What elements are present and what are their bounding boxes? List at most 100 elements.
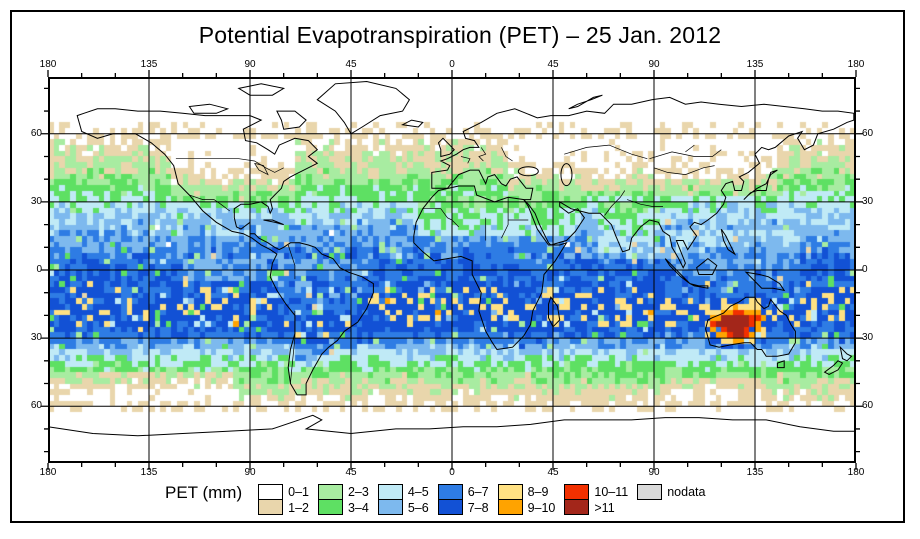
legend-swatch-pair bbox=[317, 484, 343, 515]
legend-range-labels: 10–11 >11 bbox=[594, 484, 628, 516]
legend-range-label: 9–10 bbox=[527, 501, 556, 515]
country-border bbox=[478, 147, 487, 162]
lon-tick-label: 90 bbox=[648, 59, 660, 70]
lon-tick-label: 45 bbox=[345, 59, 357, 70]
legend-group: 10–11 >11 bbox=[564, 484, 628, 516]
coastline bbox=[705, 296, 796, 357]
legend-nodata-label: nodata bbox=[667, 485, 706, 499]
country-border bbox=[290, 310, 296, 384]
legend-title: PET (mm) bbox=[165, 483, 243, 502]
legend-swatch bbox=[437, 484, 463, 500]
country-border bbox=[649, 149, 722, 160]
coastline bbox=[720, 228, 737, 256]
figure-border bbox=[10, 10, 905, 523]
country-border bbox=[460, 156, 471, 164]
legend-range-label: 7–8 bbox=[467, 501, 489, 515]
lon-tick-label: 0 bbox=[449, 467, 455, 478]
legend-swatch bbox=[497, 499, 523, 515]
lat-tick-label: 0 bbox=[862, 264, 868, 275]
coastline bbox=[689, 283, 709, 289]
lon-tick-label: 180 bbox=[847, 59, 865, 70]
lat-tick-label: 60 bbox=[30, 127, 42, 139]
legend-range-label: 10–11 bbox=[594, 485, 629, 499]
legend-swatch bbox=[258, 499, 284, 515]
legend-swatch-pair bbox=[564, 484, 590, 515]
legend-range-label: 0–1 bbox=[288, 485, 309, 499]
coastline bbox=[400, 119, 424, 128]
lon-tick-label: 180 bbox=[39, 467, 57, 478]
legend-range-labels: 4–5 5–6 bbox=[408, 484, 429, 516]
lon-tick-label: 0 bbox=[449, 59, 455, 70]
map-frame bbox=[48, 77, 856, 463]
lon-tick-label: 135 bbox=[140, 467, 158, 478]
axis-ticks bbox=[41, 70, 863, 470]
lon-tick-label: 45 bbox=[547, 467, 559, 478]
legend-swatch-pair bbox=[497, 484, 523, 515]
chart-title: Potential Evapotranspiration (PET) – 25 … bbox=[198, 22, 722, 48]
legend: PET (mm) 0–1 1–2 2–3 3–4 4–5 5–6 6–7 7–8 8–9 9–10… bbox=[165, 484, 714, 516]
lon-tick-label: 180 bbox=[39, 59, 57, 70]
coastline bbox=[823, 360, 844, 375]
lon-tick-label: 90 bbox=[648, 467, 660, 478]
lon-tick-label: 135 bbox=[140, 59, 158, 70]
country-border bbox=[604, 190, 626, 216]
country-border bbox=[175, 158, 284, 173]
legend-group-nodata: nodata bbox=[637, 484, 705, 516]
coastline bbox=[437, 137, 455, 158]
coastline bbox=[743, 169, 778, 200]
lon-tick-label: 90 bbox=[244, 467, 256, 478]
coastline bbox=[696, 257, 718, 275]
legend-swatch bbox=[564, 499, 590, 515]
lat-tick-label: 60 bbox=[862, 127, 874, 139]
legend-range-label: 5–6 bbox=[407, 501, 429, 515]
country-border bbox=[422, 208, 459, 228]
coastline bbox=[413, 185, 568, 351]
lat-tick-label: 30 bbox=[862, 332, 874, 344]
legend-group: 2–3 3–4 bbox=[317, 484, 369, 516]
legend-swatch bbox=[377, 484, 403, 500]
legend-group: 4–5 5–6 bbox=[377, 484, 429, 516]
legend-range-label: 1–2 bbox=[288, 501, 309, 515]
coastline bbox=[839, 345, 853, 362]
lat-tick-label: 30 bbox=[862, 195, 874, 207]
coastline bbox=[431, 96, 855, 269]
coastline bbox=[237, 83, 286, 96]
country-border bbox=[189, 194, 231, 212]
legend-swatch bbox=[317, 484, 343, 500]
legend-range-label: >11 bbox=[594, 501, 615, 515]
lon-tick-label: 45 bbox=[547, 59, 559, 70]
legend-range-labels: 8–9 9–10 bbox=[528, 484, 556, 516]
lon-tick-label: 90 bbox=[244, 59, 256, 70]
coastline bbox=[548, 296, 561, 328]
coastline bbox=[276, 110, 307, 130]
country-border bbox=[653, 165, 715, 175]
legend-range-label: 3–4 bbox=[347, 501, 369, 515]
lat-tick-label: 30 bbox=[30, 195, 42, 207]
legend-range-label: 2–3 bbox=[347, 485, 369, 499]
coastline bbox=[188, 103, 230, 114]
legend-swatch bbox=[564, 484, 590, 500]
coastline bbox=[568, 94, 603, 110]
country-border bbox=[564, 144, 648, 160]
coastline bbox=[76, 108, 374, 396]
lat-tick-label: 60 bbox=[30, 400, 42, 412]
lon-tick-label: 135 bbox=[746, 467, 764, 478]
coastline bbox=[263, 219, 284, 226]
lat-tick-label: 30 bbox=[30, 332, 42, 344]
graticule bbox=[48, 77, 856, 463]
legend-range-labels: 0–1 1–2 bbox=[288, 484, 309, 516]
legend-range-labels: 6–7 7–8 bbox=[468, 484, 489, 516]
lon-tick-label: 135 bbox=[746, 59, 764, 70]
lat-tick-label: 60 bbox=[862, 400, 874, 412]
legend-group: 8–9 9–10 bbox=[497, 484, 556, 516]
legend-swatch-pair bbox=[377, 484, 403, 515]
country-border bbox=[287, 244, 296, 280]
country-border bbox=[501, 197, 509, 239]
lon-tick-label: 45 bbox=[345, 467, 357, 478]
coastline bbox=[664, 258, 691, 284]
inland-sea-outline bbox=[517, 166, 539, 177]
legend-group: 0–1 1–2 bbox=[258, 484, 309, 516]
legend-range-labels: 2–3 3–4 bbox=[348, 484, 369, 516]
coastline bbox=[744, 271, 786, 292]
